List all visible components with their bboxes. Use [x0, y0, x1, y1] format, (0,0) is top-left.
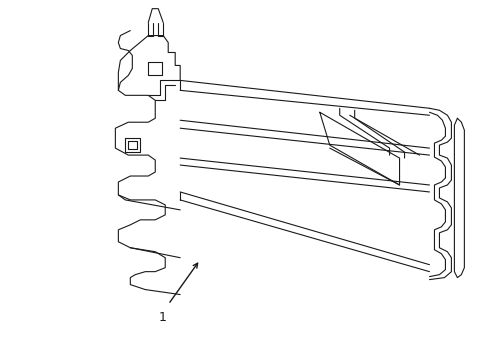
Text: 1: 1 — [158, 311, 166, 324]
